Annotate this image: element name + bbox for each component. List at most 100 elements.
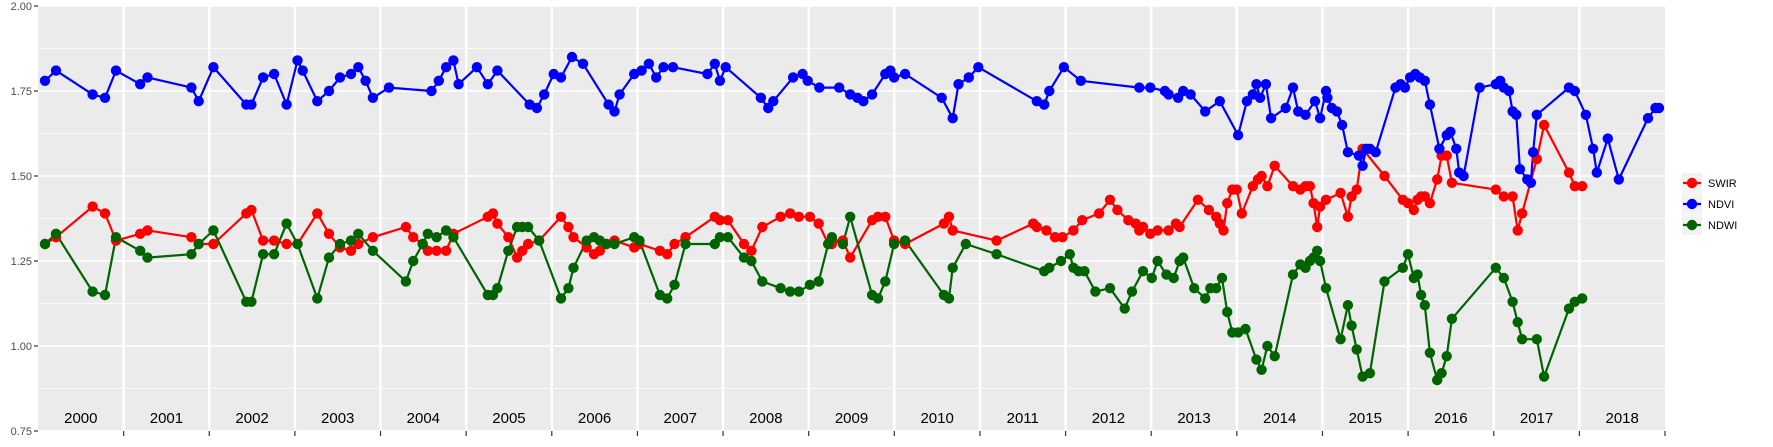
ndwi-data-point: [1342, 300, 1354, 311]
ndvi-data-point: [1445, 126, 1456, 137]
ndvi-data-point: [1280, 102, 1291, 114]
ndwi-data-point: [1563, 303, 1575, 314]
ndvi-data-point: [973, 61, 984, 73]
ndwi-data-point: [1137, 266, 1149, 277]
ndvi-data-point: [135, 79, 146, 90]
ndvi-data-point: [636, 65, 647, 76]
ndvi-data-point: [1602, 133, 1614, 144]
swir-data-point: [367, 232, 379, 243]
ndwi-data-point: [99, 289, 111, 301]
ndvi-data-point: [1591, 167, 1603, 178]
swir-data-point: [1049, 232, 1061, 243]
ndwi-data-point: [1402, 249, 1414, 260]
ndwi-data-point: [1168, 272, 1179, 284]
ndwi-data-point: [899, 235, 911, 246]
ndvi-data-point: [1503, 85, 1515, 97]
ndvi-data-point: [292, 55, 303, 66]
ndvi-data-point: [1254, 92, 1266, 104]
ndwi-data-point: [634, 235, 645, 246]
ndwi-data-point: [1335, 334, 1346, 345]
ndvi-data-point: [1451, 143, 1462, 154]
ndvi-data-point: [367, 92, 379, 104]
swir-data-point: [669, 238, 680, 250]
ndwi-data-point: [1152, 255, 1163, 267]
ndwi-data-point: [1126, 286, 1138, 297]
year-label: 2013: [1177, 410, 1210, 427]
swir-data-point: [880, 211, 891, 222]
ndwi-data-point: [1287, 269, 1299, 280]
year-label: 2003: [321, 410, 354, 427]
ndvi-data-point: [1251, 79, 1262, 90]
swir-data-point: [345, 245, 357, 256]
ndvi-data-point: [768, 96, 779, 107]
ndvi-data-point: [492, 65, 503, 76]
swir-data-point: [487, 208, 499, 219]
ndvi-data-point: [142, 72, 153, 83]
swir-data-point: [1057, 232, 1068, 243]
swir-data-point: [563, 221, 574, 233]
swir-data-point: [1569, 181, 1581, 192]
ndwi-data-point: [991, 249, 1002, 260]
ndvi-data-point: [208, 61, 219, 73]
ndvi-data-point: [947, 113, 958, 124]
swir-data-point: [1269, 160, 1280, 171]
ndvi-data-point: [1260, 79, 1272, 90]
swir-data-point: [431, 245, 442, 256]
ndwi-data-point: [417, 238, 428, 250]
ndvi-data-point: [297, 65, 308, 76]
ndwi-data-point: [1424, 347, 1436, 358]
ndwi-data-point: [669, 279, 680, 290]
swir-data-point: [722, 215, 734, 226]
ndwi-data-point: [533, 235, 545, 246]
ndwi-data-point: [722, 232, 734, 243]
swir-data-point: [281, 238, 292, 250]
ndvi-data-point: [1287, 82, 1299, 93]
swir-data-point: [208, 238, 219, 250]
swir-data-point: [845, 252, 856, 263]
swir-data-point: [503, 232, 514, 243]
ndwi-data-point: [1531, 334, 1543, 345]
swir-data-point: [1262, 181, 1273, 192]
swir-data-point: [1335, 187, 1346, 199]
swir-data-point: [1351, 184, 1362, 195]
ndvi-data-point: [110, 65, 122, 76]
swir-data-point: [1218, 225, 1229, 236]
ndvi-data-point: [1039, 99, 1050, 110]
swir-data-point: [1031, 221, 1043, 233]
ndvi-data-point: [1399, 82, 1411, 93]
ndwi-data-point: [960, 238, 971, 250]
ndwi-data-point: [1379, 276, 1390, 287]
ndwi-data-point: [257, 249, 269, 260]
swir-data-point: [594, 245, 605, 256]
ndwi-data-point: [1312, 245, 1323, 256]
ndwi-data-point: [110, 232, 122, 243]
swir-data-point: [1512, 225, 1523, 236]
ndvi-data-point: [453, 79, 464, 90]
ndvi-data-point: [658, 61, 669, 73]
ndvi-data-point: [814, 82, 825, 93]
year-label: 2002: [235, 410, 268, 427]
ndvi-data-point: [268, 68, 280, 80]
year-label: 2011: [1007, 410, 1039, 427]
swir-data-point: [492, 218, 503, 229]
ndvi-data-point: [614, 89, 625, 100]
swir-data-point: [1577, 181, 1588, 192]
swir-data-point: [555, 211, 567, 222]
ndwi-data-point: [193, 238, 204, 250]
ndvi-data-point: [186, 82, 197, 93]
y-tick-label: 1.00: [11, 341, 32, 353]
swir-data-point: [142, 225, 153, 236]
ndwi-data-point: [775, 283, 786, 294]
ndwi-data-point: [323, 252, 335, 263]
ndwi-data-point: [1516, 334, 1528, 345]
ndvi-data-point: [1322, 92, 1333, 104]
ndvi-data-point: [709, 58, 720, 69]
swir-data-point: [1402, 198, 1414, 209]
ndvi-data-point: [963, 72, 974, 83]
ndwi-data-point: [1314, 255, 1326, 267]
ndwi-data-point: [785, 286, 796, 297]
ndvi-data-point: [566, 51, 578, 63]
swir-data-point: [323, 228, 335, 239]
ndwi-data-point: [1240, 323, 1251, 335]
